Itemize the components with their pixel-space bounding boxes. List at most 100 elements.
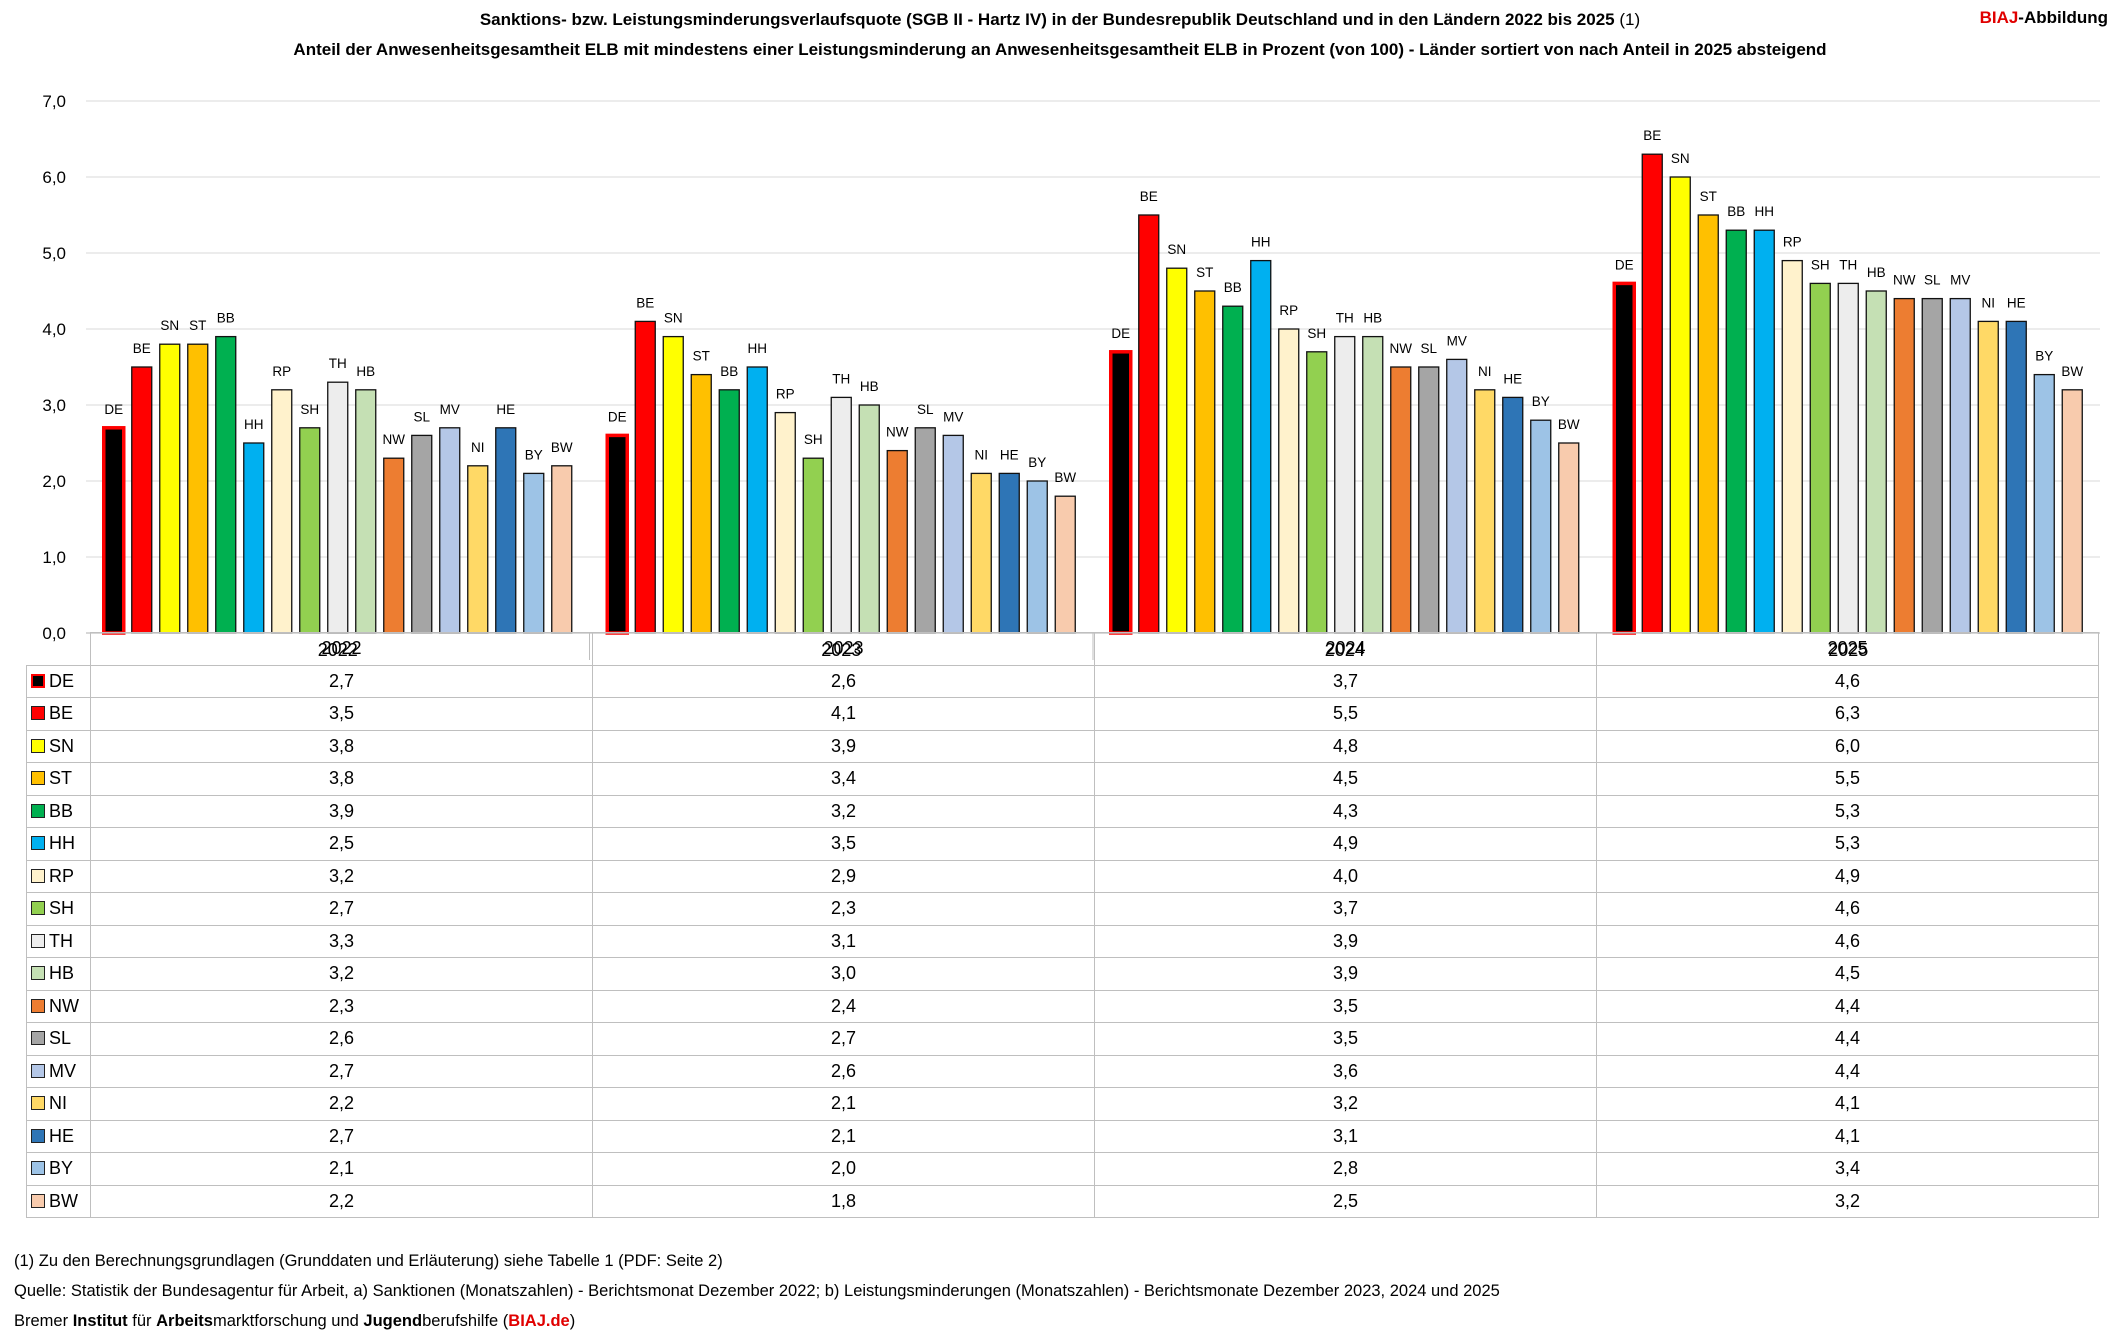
bar-he-2023: [998, 472, 1020, 634]
bar-label: ST: [1196, 265, 1213, 280]
legend-label: TH: [49, 930, 73, 951]
table-cell: 3,4: [592, 762, 1095, 796]
bar-bb-2025: [1725, 229, 1747, 634]
bar-st-2025: [1697, 214, 1719, 634]
table-cell: 3,6: [1094, 1054, 1597, 1088]
bar-label: TH: [1336, 311, 1354, 326]
title-footnote-mark: (1): [1619, 10, 1641, 29]
institute-link[interactable]: BIAJ.de: [508, 1312, 570, 1330]
bar-label: RP: [1783, 235, 1802, 250]
bar-label: SN: [1671, 151, 1690, 166]
bar-sn-2024: [1166, 267, 1188, 634]
bar-label: BY: [1028, 455, 1046, 470]
bar-rp-2023: [774, 411, 796, 634]
legend-swatch: [31, 998, 45, 1013]
legend-label: SN: [49, 735, 75, 756]
bar-rp-2025: [1781, 259, 1803, 634]
table-cell: 2,1: [592, 1087, 1095, 1121]
table-row: NW 2,3 2,4 3,5 4,4: [26, 989, 2099, 1023]
table-row: BY 2,1 2,0 2,8 3,4: [26, 1152, 2099, 1186]
bar-hh-2023: [746, 366, 768, 634]
table-cell: 2,7: [592, 1022, 1095, 1056]
legend-key-he: HE: [26, 1119, 91, 1153]
bar-label: DE: [1111, 326, 1130, 341]
table-cell: 2,6: [592, 1054, 1095, 1088]
credit-part: marktforschung und: [212, 1312, 364, 1330]
bar-ni-2022: [467, 465, 489, 634]
bar-label: NW: [383, 432, 406, 447]
legend-label: SL: [49, 1028, 72, 1049]
legend-label: DE: [49, 670, 75, 691]
bar-de-2022: [102, 426, 126, 635]
legend-label: NW: [49, 995, 79, 1016]
bars: [102, 153, 2083, 660]
bar-nw-2022: [383, 457, 405, 634]
table-cell: 3,8: [90, 729, 593, 763]
legend-key-rp: RP: [26, 859, 91, 893]
bar-sl-2023: [914, 427, 936, 634]
bar-hb-2023: [858, 404, 880, 634]
table-cell: 3,3: [90, 924, 593, 958]
table-corner: [26, 632, 91, 666]
bar-label: NI: [975, 447, 989, 462]
bar-bb-2023: [718, 389, 740, 634]
legend-key-th: TH: [26, 924, 91, 958]
legend-swatch: [31, 706, 45, 721]
bar-label: HE: [1000, 447, 1019, 462]
table-cell: 3,4: [1596, 1152, 2099, 1186]
legend-swatch: [31, 836, 45, 851]
bar-label: BW: [1054, 470, 1076, 485]
table-cell: 1,8: [592, 1184, 1095, 1218]
bar-label: BW: [551, 440, 573, 455]
legend-swatch: [31, 868, 45, 883]
table-row: SN 3,8 3,9 4,8 6,0: [26, 729, 2099, 763]
bar-by-2022: [523, 472, 545, 634]
table-cell: 3,1: [1094, 1119, 1597, 1153]
bar-st-2023: [690, 373, 712, 634]
bar-label: SH: [1811, 257, 1830, 272]
bar-bw-2022: [551, 465, 573, 634]
table-column-header: 2025: [1596, 632, 2099, 666]
bar-de-2024: [1109, 350, 1133, 635]
bar-label: SH: [804, 432, 823, 447]
y-tick-label: 4,0: [42, 320, 66, 339]
bar-mv-2025: [1949, 297, 1971, 634]
bar-label: BB: [1727, 204, 1745, 219]
bar-sn-2023: [662, 335, 684, 634]
legend-swatch: [31, 1161, 45, 1176]
table-cell: 3,8: [90, 762, 593, 796]
bar-label: DE: [104, 402, 123, 417]
table-cell: 6,3: [1596, 697, 2099, 731]
bar-label: ST: [189, 318, 206, 333]
credit-part-bold: Arbeits: [156, 1312, 213, 1330]
bar-bw-2023: [1054, 495, 1076, 634]
legend-label: SH: [49, 898, 75, 919]
table-cell: 3,2: [592, 794, 1095, 828]
table-cell: 2,4: [592, 989, 1095, 1023]
bar-sl-2024: [1418, 366, 1440, 634]
bar-label: SL: [1420, 341, 1437, 356]
y-tick-label: 7,0: [42, 92, 66, 111]
table-cell: 2,7: [90, 892, 593, 926]
legend-swatch: [31, 1128, 45, 1143]
table-row: DE 2,7 2,6 3,7 4,6: [26, 664, 2099, 698]
table-column-header: 2022: [90, 632, 593, 666]
bar-sl-2025: [1921, 297, 1943, 634]
brand-red: BIAJ: [1979, 8, 2019, 27]
legend-swatch: [31, 966, 45, 981]
table-cell: 3,7: [1094, 892, 1597, 926]
bar-be-2024: [1138, 214, 1160, 634]
table-cell: 2,7: [90, 664, 593, 698]
bar-by-2025: [2033, 373, 2055, 634]
table-cell: 4,0: [1094, 859, 1597, 893]
table-cell: 4,5: [1094, 762, 1597, 796]
y-tick-label: 2,0: [42, 472, 66, 491]
table-cell: 2,8: [1094, 1152, 1597, 1186]
bar-label: SL: [917, 402, 934, 417]
bar-th-2024: [1334, 335, 1356, 634]
legend-key-sh: SH: [26, 892, 91, 926]
table-cell: 3,2: [90, 859, 593, 893]
table-row: HB 3,2 3,0 3,9 4,5: [26, 957, 2099, 991]
table-cell: 2,3: [592, 892, 1095, 926]
table-cell: 5,5: [1094, 697, 1597, 731]
